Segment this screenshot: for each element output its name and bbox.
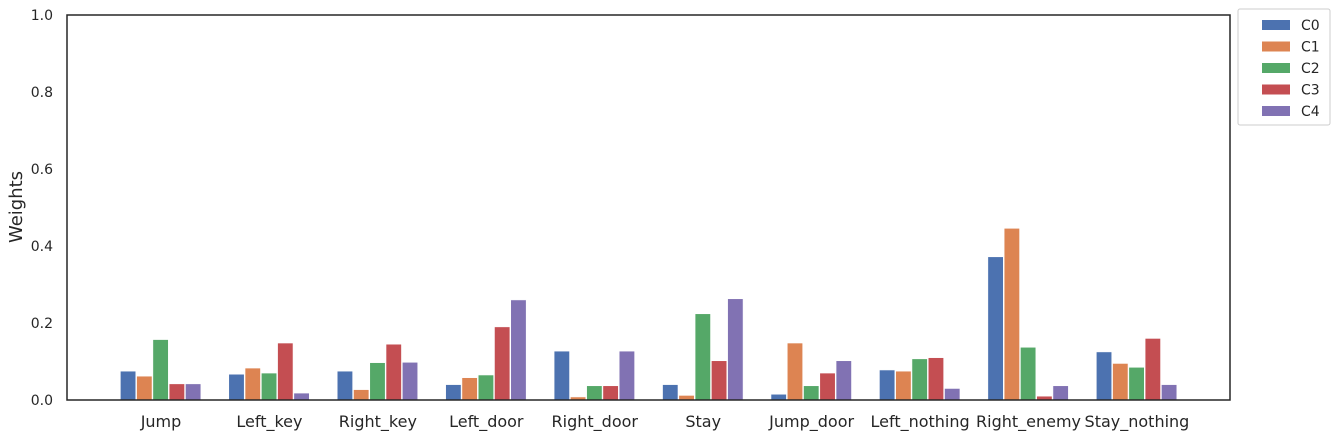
bar-c2-right-enemy [1020, 346, 1037, 401]
bar-c0-right-key [336, 370, 353, 401]
y-tick-label: 0.8 [31, 85, 53, 101]
bar-c2-right-door [586, 385, 603, 401]
legend-swatch-c2 [1262, 63, 1290, 73]
bar-c0-jump-door [770, 393, 787, 401]
bar-c3-jump-door [819, 372, 836, 401]
bar-c0-jump [120, 370, 137, 401]
y-tick-label: 1.0 [31, 8, 53, 24]
legend-label-c2: C2 [1301, 61, 1320, 77]
bar-c4-right-key [401, 361, 419, 401]
bar-c2-stay-nothing [1128, 366, 1145, 401]
bar-c0-right-enemy [987, 256, 1004, 401]
legend-swatch-c4 [1262, 106, 1290, 116]
bar-c1-left-door [461, 377, 478, 401]
x-category-label: Right_enemy [976, 412, 1081, 432]
bar-c3-stay-nothing [1144, 338, 1161, 401]
bars-layer [120, 227, 1178, 401]
x-category-label: Left_key [236, 412, 302, 432]
bar-c2-left-nothing [911, 358, 928, 401]
legend-swatch-c1 [1262, 41, 1290, 52]
bar-c1-jump-door [786, 342, 804, 401]
legend-label-c3: C3 [1301, 83, 1320, 99]
bar-c2-jump [152, 339, 169, 401]
y-tick-label: 0.6 [31, 162, 53, 178]
bar-c3-left-door [494, 326, 511, 401]
bar-c0-left-key [228, 373, 245, 401]
bar-c4-stay [727, 298, 744, 401]
bar-c1-jump [136, 375, 153, 401]
bar-c4-left-key [293, 392, 310, 401]
x-category-label: Left_nothing [870, 412, 969, 432]
x-category-label: Right_door [552, 412, 639, 432]
bar-c3-stay [711, 360, 728, 401]
bar-c1-left-nothing [895, 370, 912, 401]
y-tick-label: 0.0 [31, 393, 53, 409]
legend-swatch-c0 [1262, 20, 1290, 30]
bar-c3-left-key [277, 342, 294, 401]
bar-c2-jump-door [803, 385, 820, 401]
bar-c4-left-door [510, 299, 527, 401]
x-category-label: Stay_nothing [1085, 412, 1190, 432]
x-category-label: Right_key [339, 412, 417, 432]
bar-c1-left-key [244, 367, 261, 401]
legend-label-c0: C0 [1301, 18, 1320, 34]
bar-c3-left-nothing [927, 357, 944, 401]
bar-c0-stay [662, 384, 679, 401]
legend-label-c4: C4 [1301, 104, 1320, 120]
bar-c1-right-enemy [1003, 227, 1020, 401]
x-category-label: Jump [140, 412, 182, 431]
y-tick-label: 0.2 [31, 316, 53, 332]
bar-c0-right-door [553, 350, 570, 401]
bar-c4-jump-door [835, 360, 852, 401]
bar-c1-stay-nothing [1112, 363, 1129, 401]
bar-c3-right-key [385, 343, 402, 401]
x-category-label: Stay [685, 412, 721, 431]
bar-c4-left-nothing [944, 388, 961, 401]
legend-label-c1: C1 [1301, 40, 1320, 56]
y-tick-label: 0.4 [31, 239, 53, 255]
bar-c2-left-door [477, 374, 494, 401]
bar-c4-right-enemy [1052, 385, 1069, 401]
bar-c0-left-door [445, 384, 462, 401]
bar-c2-right-key [369, 362, 386, 401]
y-axis-label: Weights [6, 171, 27, 243]
bar-c0-stay-nothing [1095, 351, 1113, 401]
x-category-label: Jump_door [768, 412, 854, 432]
bar-c3-right-door [602, 385, 619, 401]
bar-c4-stay-nothing [1161, 384, 1178, 401]
bar-c0-left-nothing [879, 369, 896, 401]
legend: C0 C1 C2 C3 C4 [1237, 8, 1331, 126]
bar-c1-right-key [353, 389, 370, 401]
legend-items: C0 C1 C2 C3 C4 [1262, 18, 1320, 120]
bar-c2-left-key [261, 372, 278, 401]
x-axis-categories: Jump Left_key Right_key Left_door Right_door… [140, 412, 1190, 432]
bar-c4-jump [185, 383, 202, 401]
bar-c2-stay [694, 313, 711, 401]
bar-c3-jump [168, 383, 185, 401]
x-category-label: Left_door [449, 412, 524, 432]
legend-swatch-c3 [1262, 84, 1290, 95]
y-axis-ticks: 0.0 0.2 0.4 0.6 0.8 1.0 [31, 8, 53, 409]
plot-frame [66, 14, 1231, 401]
bar-c4-right-door [618, 350, 635, 401]
